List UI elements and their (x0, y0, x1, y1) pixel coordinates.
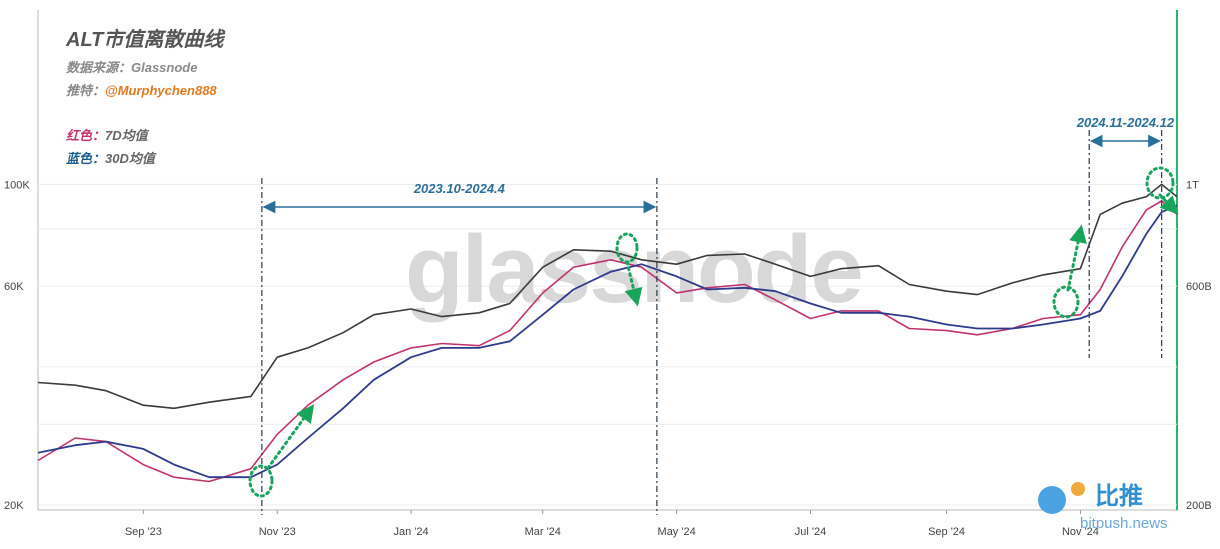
period-label: 2024.11-2024.12 (1076, 115, 1175, 130)
brand-name: 比推 (1095, 483, 1143, 510)
trend-arrow (266, 404, 315, 470)
series-line-black (37, 183, 1178, 410)
x-axis-ticks: Sep '23 Nov '23 Jan '24 Mar '24 May '24 Jul '… (125, 510, 1099, 538)
data-source: 数据来源：Glassnode (66, 60, 197, 75)
x-tick-label: Sep '24 (928, 526, 965, 538)
x-tick-label: May '24 (658, 526, 696, 538)
legend-blue: 蓝色：30D均值 (66, 151, 157, 166)
y-right-tick-label: 200B (1186, 500, 1212, 512)
bitpush-logo (1038, 482, 1085, 514)
chart-title: ALT市值离散曲线 (65, 28, 226, 51)
author: 推特：@Murphychen888 (66, 83, 217, 98)
trend-arrow (624, 260, 643, 307)
y-axis-ticks: 20K 60K 100K 200B 600B 1T (4, 179, 1212, 512)
x-tick-label: Nov '24 (1062, 526, 1099, 538)
legend-blue-text: 30D均值 (105, 151, 157, 166)
brand-url: bitpush.news (1080, 515, 1168, 532)
trend-arrow (1158, 193, 1179, 215)
series-line-red-7d (37, 200, 1178, 483)
x-tick-label: Jul '24 (795, 526, 826, 538)
y-left-tick-label: 20K (4, 500, 24, 512)
period-label: 2023.10-2024.4 (413, 181, 506, 196)
author-handle[interactable]: @Murphychen888 (105, 83, 217, 98)
x-tick-label: Jan '24 (394, 526, 429, 538)
x-tick-label: Sep '23 (125, 526, 162, 538)
bird-icon (1038, 486, 1066, 514)
y-right-tick-label: 600B (1186, 281, 1212, 293)
legend-red: 红色：7D均值 (66, 128, 150, 143)
y-left-tick-label: 60K (4, 281, 24, 293)
watermark: glassnode (405, 216, 862, 323)
coin-icon (1071, 482, 1085, 496)
legend-red-text: 7D均值 (105, 128, 150, 143)
author-label: 推特： (66, 83, 105, 98)
y-left-tick-label: 100K (4, 179, 30, 191)
legend-red-label: 红色： (66, 128, 105, 143)
trend-arrow (1066, 224, 1087, 292)
trend-circle (1052, 285, 1080, 319)
x-tick-label: Nov '23 (259, 526, 296, 538)
gridlines (38, 183, 1177, 506)
x-tick-label: Mar '24 (525, 526, 561, 538)
legend-blue-label: 蓝色： (66, 151, 105, 166)
y-right-tick-label: 1T (1186, 179, 1199, 191)
trend-arrows (248, 166, 1179, 498)
trend-circle (248, 464, 274, 498)
trend-circle (1145, 166, 1175, 200)
